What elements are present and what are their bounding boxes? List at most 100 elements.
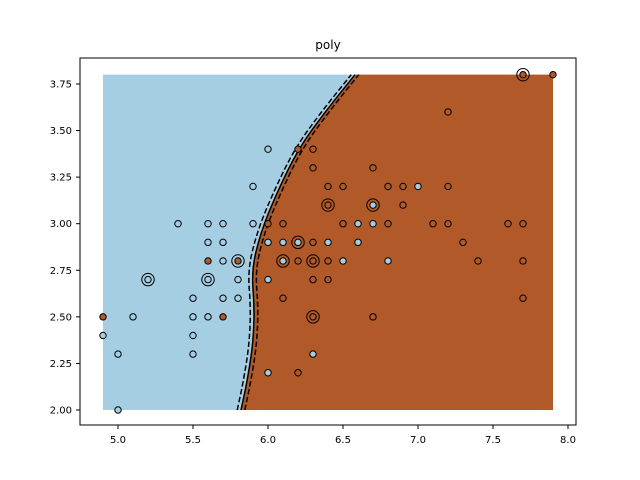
data-point bbox=[369, 201, 377, 209]
data-point bbox=[309, 313, 317, 321]
y-tick-label: 3.50 bbox=[50, 126, 72, 137]
support-vector-ring bbox=[201, 272, 215, 287]
x-axis: 5.0 5.5 6.0 6.5 7.0 7.5 8.0 bbox=[110, 425, 576, 446]
chart-title: poly bbox=[315, 38, 340, 52]
x-tick-label: 7.0 bbox=[410, 435, 426, 446]
data-point bbox=[204, 275, 212, 284]
data-point bbox=[219, 220, 227, 228]
data-point bbox=[189, 331, 197, 340]
x-tick-label: 5.0 bbox=[110, 435, 126, 446]
data-point bbox=[264, 369, 272, 377]
data-point bbox=[519, 70, 527, 79]
data-point bbox=[519, 257, 527, 265]
y-tick-label: 2.25 bbox=[50, 359, 72, 370]
data-point bbox=[459, 238, 467, 247]
support-vector-ring bbox=[306, 310, 320, 324]
data-point bbox=[279, 294, 287, 302]
y-axis: 2.00 2.25 2.50 2.75 3.00 3.25 3.50 3.75 bbox=[50, 79, 80, 417]
data-point bbox=[294, 238, 302, 247]
data-point bbox=[309, 238, 317, 247]
data-point bbox=[189, 313, 197, 321]
data-point bbox=[249, 182, 257, 191]
data-point bbox=[279, 257, 287, 265]
data-point bbox=[444, 108, 452, 116]
data-point bbox=[444, 182, 452, 191]
data-point bbox=[384, 220, 392, 228]
data-point bbox=[324, 257, 332, 265]
data-point bbox=[369, 313, 377, 321]
margin-line-right bbox=[244, 74, 360, 411]
data-point bbox=[309, 145, 317, 153]
data-point bbox=[219, 238, 227, 247]
data-point bbox=[114, 350, 122, 358]
data-point bbox=[249, 220, 257, 228]
data-point bbox=[339, 220, 347, 228]
data-point bbox=[309, 164, 317, 172]
y-tick-label: 3.25 bbox=[50, 173, 72, 184]
y-tick-label: 2.00 bbox=[50, 406, 72, 417]
data-point bbox=[519, 294, 527, 302]
data-point bbox=[384, 182, 392, 191]
data-point bbox=[354, 220, 362, 228]
data-point bbox=[189, 294, 197, 302]
data-point bbox=[414, 182, 422, 191]
data-point bbox=[204, 257, 212, 265]
data-point bbox=[204, 313, 212, 321]
data-point bbox=[99, 313, 107, 321]
data-point bbox=[204, 238, 212, 247]
support-vector-ring bbox=[231, 254, 245, 268]
support-vector-ring bbox=[276, 254, 290, 268]
support-vector-ring bbox=[141, 272, 155, 287]
x-tick-label: 8.0 bbox=[560, 435, 576, 446]
support-vectors bbox=[141, 67, 530, 324]
y-tick-label: 2.75 bbox=[50, 266, 72, 277]
data-point bbox=[309, 350, 317, 358]
data-point bbox=[309, 257, 317, 265]
data-point bbox=[399, 182, 407, 191]
data-point bbox=[294, 257, 302, 265]
data-point bbox=[219, 313, 227, 321]
data-point bbox=[324, 182, 332, 191]
data-point bbox=[339, 257, 347, 265]
data-point bbox=[324, 238, 332, 247]
y-tick-label: 3.00 bbox=[50, 219, 72, 230]
support-vector-ring bbox=[366, 198, 380, 212]
data-point bbox=[384, 257, 392, 265]
data-point bbox=[399, 201, 407, 209]
data-point bbox=[429, 220, 437, 228]
data-point bbox=[504, 220, 512, 228]
decision-boundary-line bbox=[240, 74, 356, 411]
data-point bbox=[234, 294, 242, 302]
support-vector-ring bbox=[306, 254, 320, 268]
axes-frame bbox=[79, 57, 577, 426]
data-point bbox=[339, 182, 347, 191]
data-point bbox=[114, 406, 122, 414]
data-point bbox=[264, 238, 272, 247]
x-tick-label: 6.0 bbox=[260, 435, 276, 446]
decision-region-class-1 bbox=[241, 74, 553, 410]
data-point bbox=[549, 70, 557, 79]
data-point bbox=[279, 220, 287, 228]
support-vector-ring bbox=[516, 67, 530, 82]
data-point bbox=[294, 145, 302, 153]
data-point bbox=[234, 275, 242, 284]
data-point bbox=[129, 313, 137, 321]
x-tick-label: 7.5 bbox=[485, 435, 501, 446]
data-point bbox=[264, 220, 272, 228]
data-point bbox=[204, 220, 212, 228]
data-point bbox=[264, 275, 272, 284]
data-point bbox=[174, 220, 182, 228]
data-points bbox=[99, 70, 557, 414]
data-point bbox=[369, 220, 377, 228]
data-point bbox=[519, 220, 527, 228]
data-point bbox=[99, 331, 107, 340]
support-vector-ring bbox=[291, 235, 305, 250]
data-point bbox=[444, 220, 452, 228]
data-point bbox=[354, 238, 362, 247]
data-point bbox=[369, 164, 377, 172]
support-vector-ring bbox=[321, 198, 335, 212]
data-point bbox=[264, 145, 272, 153]
data-point bbox=[324, 275, 332, 284]
data-point bbox=[309, 275, 317, 284]
